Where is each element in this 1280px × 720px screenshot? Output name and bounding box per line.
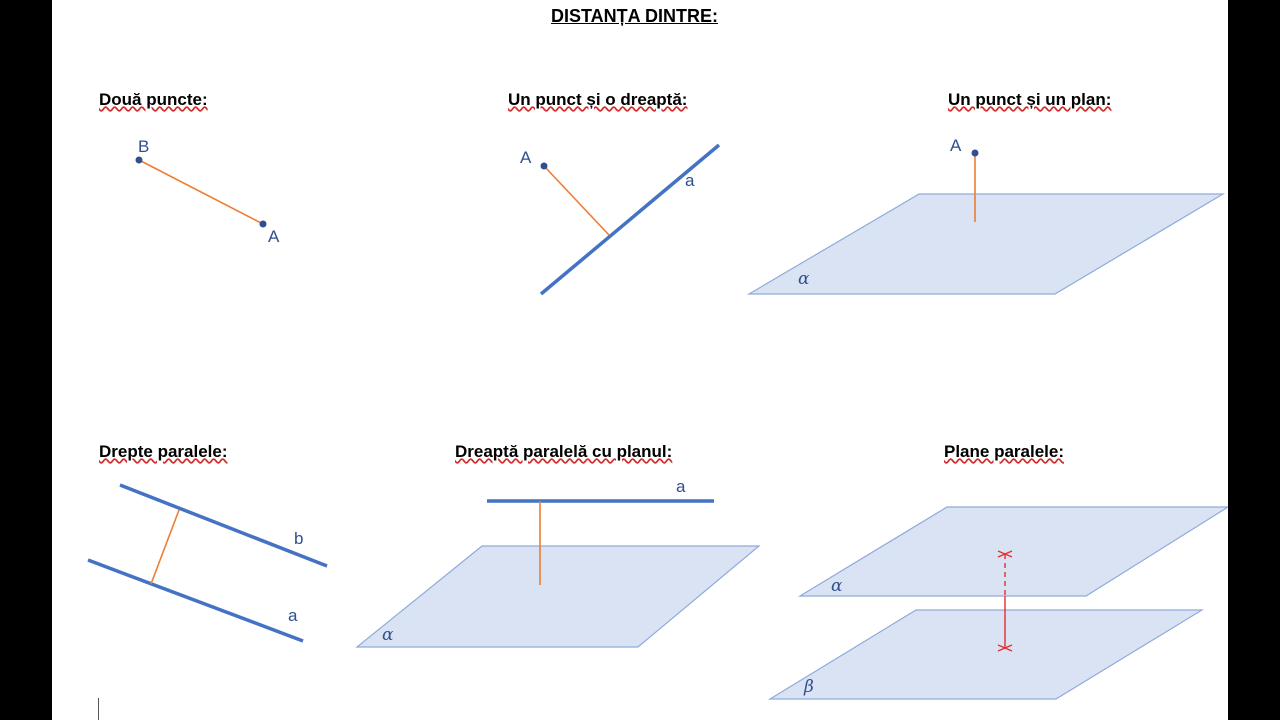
plane-alpha: [746, 193, 1226, 295]
label-point-b: B: [138, 137, 149, 156]
point-b: [135, 156, 143, 164]
heading-point-plane: Un punct și un plan:: [948, 90, 1112, 109]
segment-ab: [138, 159, 264, 225]
page-title: DISTANȚA DINTRE:: [551, 6, 718, 26]
point-a: [971, 149, 979, 157]
label-point-a: A: [268, 227, 280, 246]
heading-point-line: Un punct și o dreaptă:: [508, 90, 688, 109]
panel-point-line: A a: [520, 143, 721, 296]
plane-alpha: [797, 506, 1228, 597]
label-point-a: A: [520, 148, 532, 167]
heading-parallel-lines: Drepte paralele:: [99, 442, 228, 461]
label-line-a: a: [676, 477, 686, 496]
point-a: [540, 162, 548, 170]
line-b: [119, 483, 328, 568]
text-cursor: [98, 698, 99, 720]
point-a: [259, 220, 267, 228]
document-page: DISTANȚA DINTRE: Două puncte: Un punct ș…: [52, 0, 1228, 720]
heading-line-parallel-plane: Dreaptă paralelă cu planul:: [455, 442, 673, 461]
label-line-a: a: [685, 171, 695, 190]
panel-parallel-lines: b a: [87, 483, 328, 643]
panel-parallel-planes: α β: [767, 506, 1228, 700]
plane-alpha: [355, 545, 761, 648]
line-a: [87, 558, 304, 643]
plane-beta: [767, 609, 1205, 700]
heading-two-points: Două puncte:: [99, 90, 208, 109]
top-marker: [997, 550, 1013, 558]
label-line-a: a: [288, 606, 298, 625]
panel-line-parallel-plane: a α: [355, 477, 761, 648]
label-point-a: A: [950, 136, 962, 155]
label-line-b: b: [294, 529, 303, 548]
heading-parallel-planes: Plane paralele:: [944, 442, 1065, 461]
label-plane-alpha: α: [382, 625, 394, 645]
label-plane-beta: β: [803, 677, 814, 697]
panel-point-plane: A α: [746, 136, 1226, 295]
label-plane-alpha: α: [798, 269, 810, 289]
perpendicular-segment: [543, 165, 610, 236]
line-a: [539, 143, 721, 296]
panel-two-points: B A: [135, 137, 280, 246]
geometry-diagrams: B A A a A α b a: [87, 136, 1228, 700]
label-plane-alpha: α: [831, 576, 843, 596]
bottom-marker: [997, 644, 1013, 652]
distance-segment: [150, 509, 180, 585]
